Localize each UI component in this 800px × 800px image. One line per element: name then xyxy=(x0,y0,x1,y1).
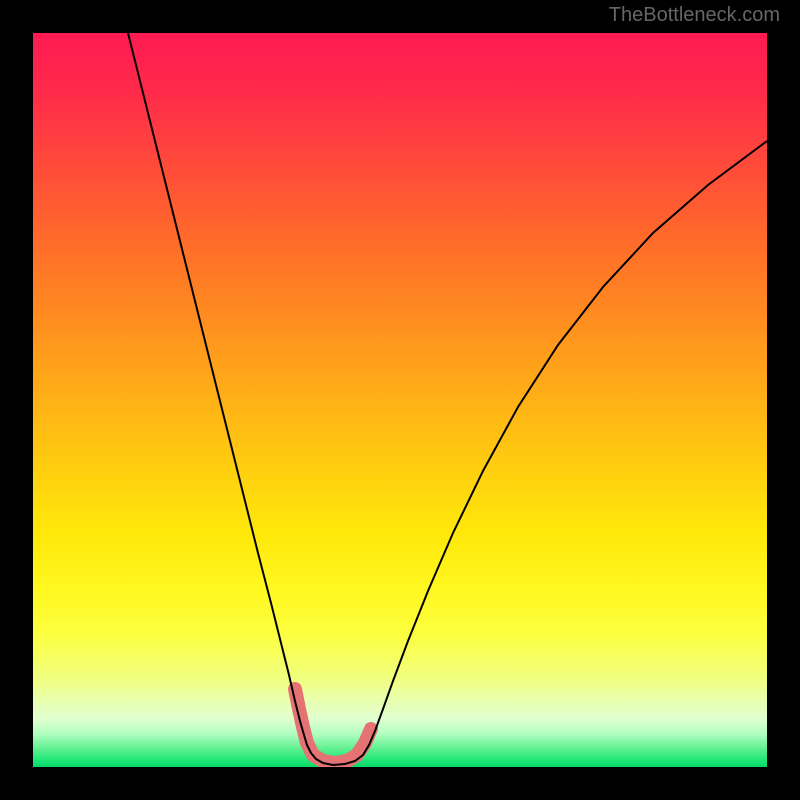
watermark-text: TheBottleneck.com xyxy=(609,4,780,27)
plot-area xyxy=(33,33,767,767)
highlight-segment xyxy=(295,689,371,763)
curve-layer xyxy=(33,33,767,767)
v-curve xyxy=(128,33,767,765)
